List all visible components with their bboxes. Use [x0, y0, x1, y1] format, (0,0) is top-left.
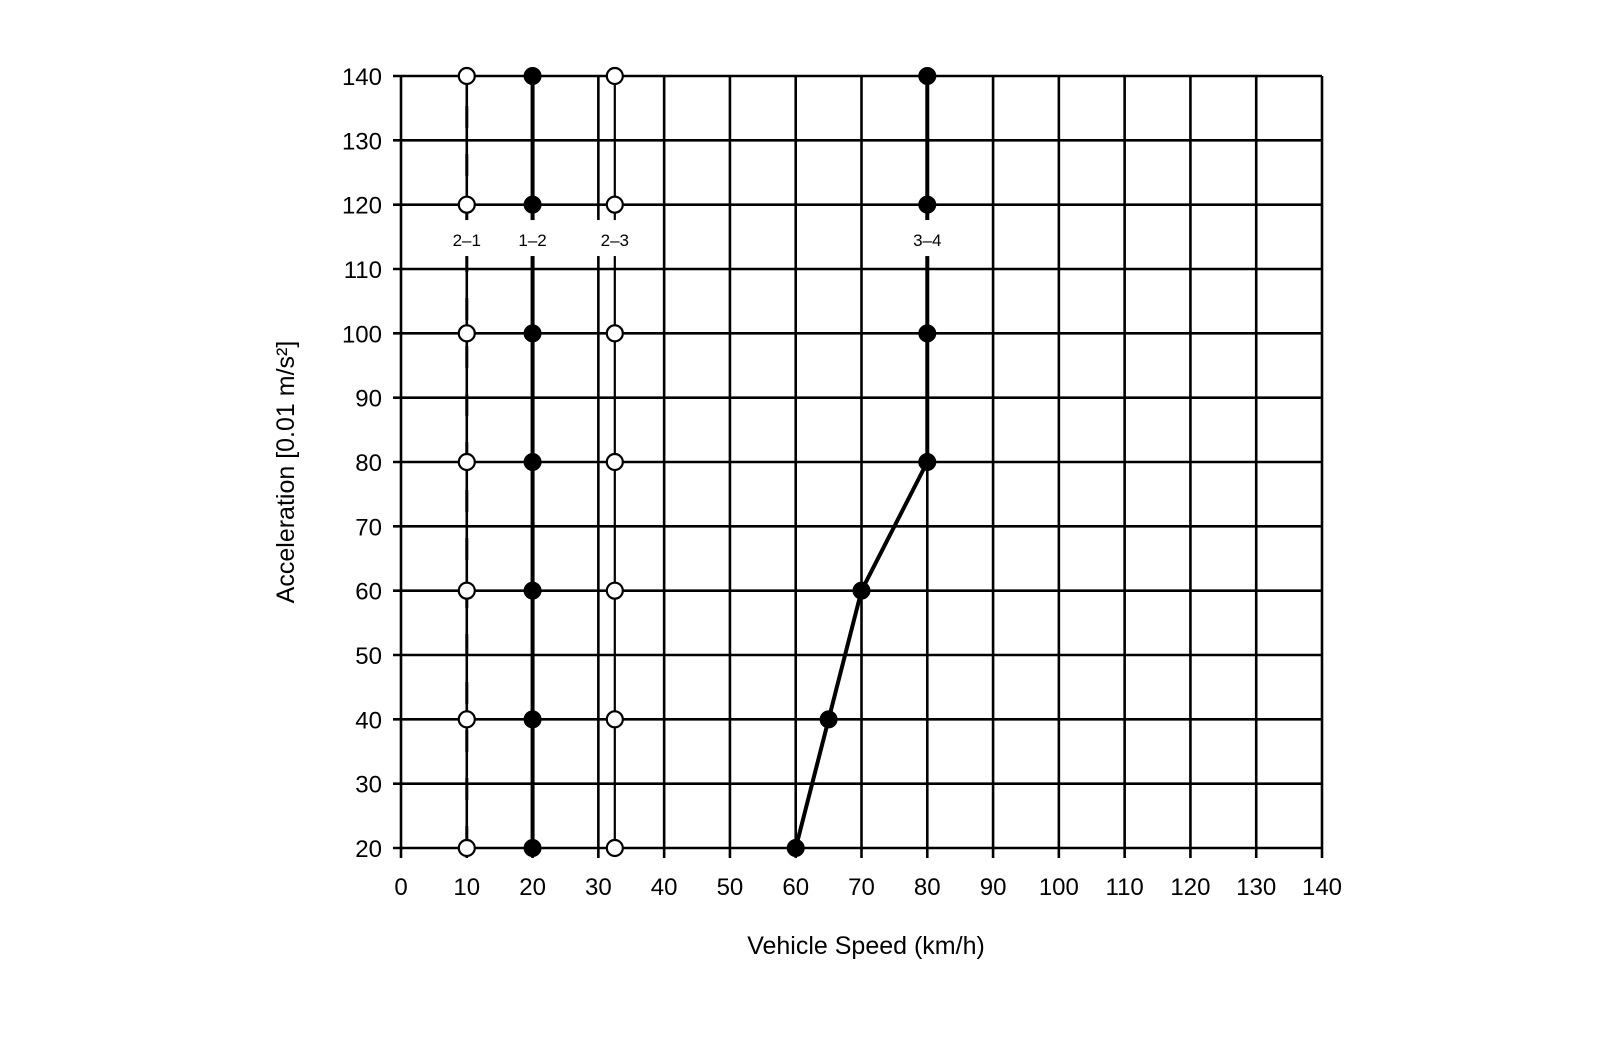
- data-point: [523, 839, 542, 857]
- x-tick-label: 20: [519, 874, 546, 901]
- y-tick-label: 100: [342, 321, 382, 348]
- data-point: [605, 710, 624, 729]
- x-tick-label: 140: [1302, 874, 1342, 901]
- series-label-background: [444, 220, 489, 257]
- y-tick-label: 40: [355, 707, 382, 734]
- data-point: [457, 66, 476, 86]
- series-23: 2–3: [592, 66, 637, 858]
- x-tick-label: 0: [394, 874, 407, 901]
- data-point: [605, 452, 624, 472]
- data-point: [819, 710, 838, 729]
- data-point: [523, 324, 542, 343]
- x-tick-label: 10: [453, 874, 480, 901]
- x-tick-label: 30: [585, 874, 612, 901]
- data-point: [605, 324, 624, 343]
- series-label: 2–1: [453, 231, 481, 250]
- data-point: [918, 195, 937, 214]
- y-tick-label: 120: [342, 193, 382, 220]
- data-point: [605, 66, 624, 86]
- data-point: [605, 195, 624, 214]
- series-label-background: [510, 220, 555, 257]
- data-point: [523, 453, 542, 471]
- y-tick-label: 30: [355, 772, 382, 799]
- series-label: 1–2: [518, 231, 546, 250]
- x-axis-title: Vehicle Speed (km/h): [747, 932, 985, 960]
- series-label: 2–3: [601, 231, 629, 250]
- y-tick-label: 50: [355, 643, 382, 670]
- data-point: [523, 581, 542, 600]
- data-point: [918, 324, 937, 343]
- y-tick-label: 130: [342, 128, 382, 155]
- x-tick-label: 110: [1106, 874, 1144, 901]
- y-tick-label: 60: [355, 579, 382, 606]
- grid: [393, 74, 1324, 858]
- y-tick-label: 20: [355, 836, 382, 863]
- x-tick-label: 100: [1039, 874, 1079, 901]
- series-layer: 2–1 1–2 2–3 3–4: [444, 66, 950, 858]
- data-point: [457, 324, 476, 343]
- data-point: [523, 195, 542, 214]
- y-tick-label: 110: [344, 257, 382, 284]
- data-point: [918, 67, 937, 85]
- data-point: [918, 453, 937, 471]
- series-12: 1–2: [510, 67, 555, 857]
- tick-labels: 20 30 40 50 60 70 80 90 100 110 120 130 140 0 10 20 30 40…: [342, 64, 1342, 901]
- y-tick-label: 90: [355, 386, 382, 413]
- x-tick-label: 40: [651, 874, 678, 901]
- x-tick-label: 90: [980, 874, 1007, 901]
- y-tick-label: 70: [355, 514, 382, 541]
- y-tick-label: 80: [355, 450, 382, 477]
- data-point: [852, 581, 871, 600]
- series-21: 2–1: [444, 66, 489, 858]
- y-axis-title: Acceleration [0.01 m/s²]: [272, 341, 300, 604]
- data-point: [457, 452, 476, 472]
- series-label-background: [905, 220, 950, 257]
- series-label: 3–4: [913, 231, 941, 250]
- data-point: [457, 581, 476, 600]
- data-point: [605, 838, 624, 858]
- data-point: [605, 581, 624, 600]
- x-tick-label: 130: [1236, 874, 1276, 901]
- x-tick-label: 70: [848, 874, 875, 901]
- data-point: [523, 67, 542, 85]
- series-34: 3–4: [786, 67, 950, 857]
- x-tick-label: 50: [717, 874, 744, 901]
- x-tick-label: 80: [914, 874, 941, 901]
- series-label-background: [592, 220, 637, 257]
- data-point: [786, 839, 805, 857]
- x-tick-label: 60: [782, 874, 809, 901]
- data-point: [457, 838, 476, 858]
- data-point: [457, 710, 476, 729]
- data-point: [457, 195, 476, 214]
- y-tick-label: 140: [342, 64, 382, 91]
- data-point: [523, 710, 542, 729]
- x-tick-label: 120: [1170, 874, 1210, 901]
